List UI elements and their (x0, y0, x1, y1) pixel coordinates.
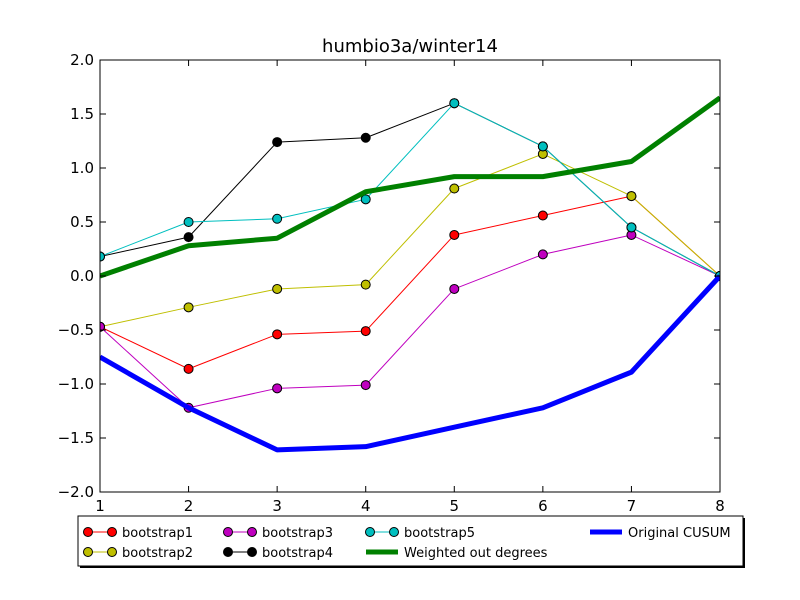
x-tick-label: 3 (272, 497, 282, 515)
legend-item-weighted-out-degrees: Weighted out degrees (366, 546, 548, 561)
plot-frame (99, 59, 721, 493)
legend-item-original-cusum: Original CUSUM (590, 526, 731, 541)
legend-marker (247, 527, 257, 537)
series-line-bootstrap2 (100, 153, 720, 328)
y-tick-label: −2.0 (58, 483, 94, 501)
series-layer (100, 95, 720, 453)
y-tick-label: 2.0 (70, 51, 94, 69)
x-tick-label: 6 (538, 497, 548, 515)
legend-box (77, 515, 744, 567)
y-tick-label: 1.0 (70, 159, 94, 177)
series-line-bootstrap1 (100, 195, 720, 370)
series-line-weighted-out-degrees (100, 95, 720, 279)
legend-label: Original CUSUM (628, 526, 731, 541)
point-bootstrap2-3 (272, 283, 283, 294)
x-tick-label: 2 (184, 497, 194, 515)
chart-title: humbio3a/winter14 (322, 36, 498, 57)
x-tick-label: 7 (627, 497, 637, 515)
point-bootstrap3-5 (449, 283, 460, 294)
point-bootstrap5-7 (626, 222, 637, 233)
point-bootstrap4-4 (360, 132, 371, 143)
series-bootstrap5 (100, 98, 720, 281)
legend-item-bootstrap3: bootstrap3 (223, 526, 333, 541)
point-bootstrap5-5 (449, 98, 460, 109)
point-bootstrap2-5 (449, 183, 460, 194)
legend-item-bootstrap2: bootstrap2 (83, 546, 193, 561)
series-line-bootstrap3 (100, 234, 720, 409)
point-bootstrap3-6 (537, 249, 548, 260)
legend-label: bootstrap4 (262, 546, 333, 561)
y-tick-label: 1.5 (70, 105, 94, 123)
legend-item-bootstrap5: bootstrap5 (365, 526, 475, 541)
x-tick-label: 1 (95, 497, 105, 515)
series-bootstrap4 (100, 98, 720, 281)
axes-layer: 1 2 3 4 5 6 7 8 2.0 1.5 1.0 0.5 0.0 −0.5 −1.0 −1.5 −2.0 (58, 51, 725, 515)
series-original-cusum (100, 274, 720, 453)
legend-label: Weighted out degrees (404, 546, 548, 561)
point-bootstrap4-2 (183, 232, 194, 243)
series-line-original-cusum (100, 274, 720, 453)
point-bootstrap5-3 (272, 213, 283, 224)
point-bootstrap5-4 (360, 194, 371, 205)
point-bootstrap2-7 (626, 191, 637, 202)
series-line-bootstrap5 (100, 102, 720, 277)
x-tick-label: 8 (715, 497, 725, 515)
point-bootstrap1-6 (537, 210, 548, 221)
y-tick-label: 0.0 (70, 267, 94, 285)
legend-marker (365, 527, 375, 537)
legend-item-bootstrap1: bootstrap1 (83, 526, 193, 541)
y-tick-label: 0.5 (70, 213, 94, 231)
point-bootstrap3-4 (360, 380, 371, 391)
legend: bootstrap1 bootstrap3 bootstrap5 Original C… (77, 515, 745, 568)
point-bootstrap2-4 (360, 279, 371, 290)
series-weighted-out-degrees (100, 95, 720, 279)
x-tick-label: 4 (361, 497, 371, 515)
legend-label: bootstrap1 (122, 526, 193, 541)
point-bootstrap4-3 (272, 137, 283, 148)
point-bootstrap3-1 (100, 321, 105, 332)
legend-marker (223, 527, 233, 537)
point-bootstrap1-3 (272, 329, 283, 340)
point-bootstrap1-2 (183, 363, 194, 374)
point-bootstrap1-4 (360, 326, 371, 337)
legend-label: bootstrap2 (122, 546, 193, 561)
legend-marker (389, 527, 399, 537)
y-tick-label: −1.0 (58, 375, 94, 393)
y-tick-label: −0.5 (58, 321, 94, 339)
point-bootstrap3-3 (272, 383, 283, 394)
legend-marker (83, 547, 93, 557)
series-bootstrap3 (100, 229, 720, 413)
legend-label: bootstrap5 (404, 526, 475, 541)
legend-marker (247, 547, 257, 557)
point-bootstrap2-2 (183, 302, 194, 313)
x-tick-label: 5 (450, 497, 460, 515)
legend-label: bootstrap3 (262, 526, 333, 541)
legend-marker (83, 527, 93, 537)
series-line-bootstrap4 (100, 102, 720, 277)
point-bootstrap5-2 (183, 217, 194, 227)
point-bootstrap5-1 (100, 251, 105, 262)
point-bootstrap5-6 (537, 141, 548, 152)
y-tick-label: −1.5 (58, 429, 94, 447)
legend-marker (107, 527, 117, 537)
legend-marker (223, 547, 233, 557)
point-bootstrap1-5 (449, 229, 460, 240)
legend-item-bootstrap4: bootstrap4 (223, 546, 333, 561)
legend-marker (107, 547, 117, 557)
